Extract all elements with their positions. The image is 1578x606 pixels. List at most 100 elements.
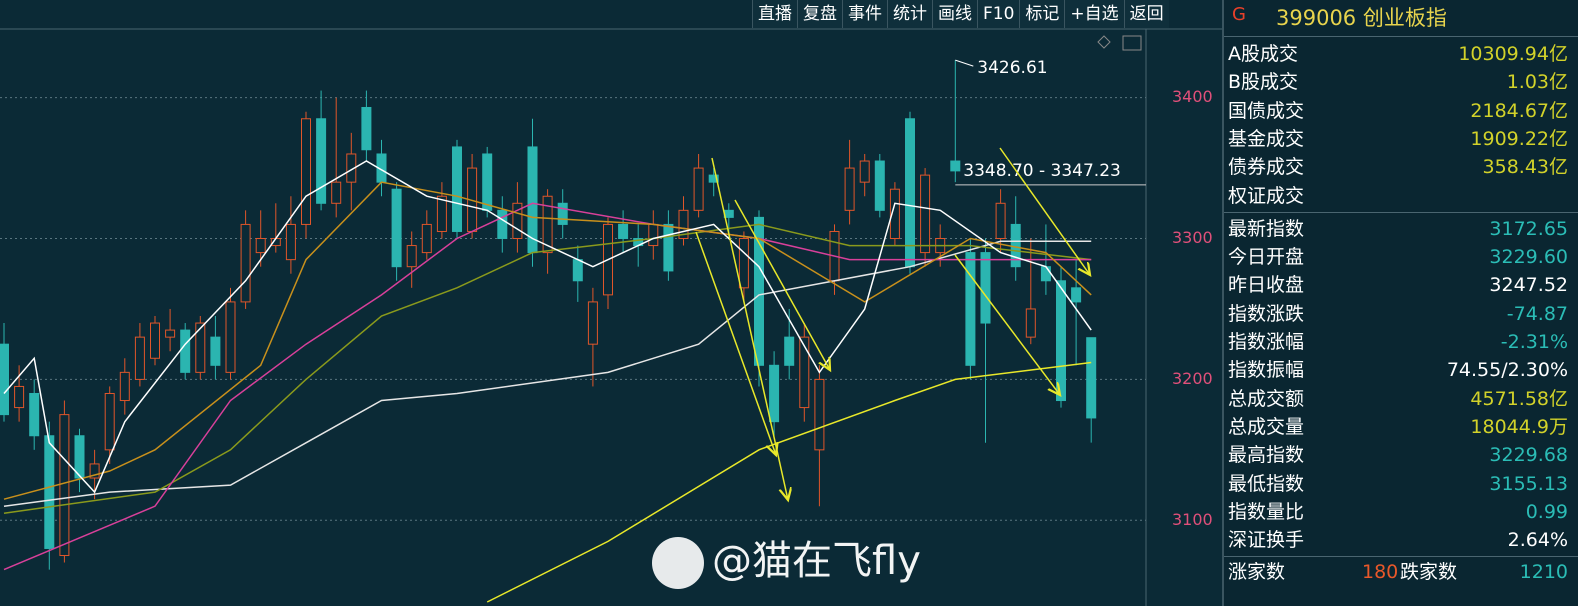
moving-average bbox=[3, 160, 1092, 494]
candle-body bbox=[119, 371, 130, 402]
toolbar-button[interactable]: +自选 bbox=[1064, 0, 1124, 28]
toolbar-button[interactable]: 画线 bbox=[932, 0, 977, 28]
label: 债券成交 bbox=[1228, 156, 1305, 179]
candle-body bbox=[134, 336, 145, 380]
value: 18044.9万 bbox=[1470, 415, 1568, 438]
candle-body bbox=[738, 238, 749, 289]
candle-body bbox=[754, 216, 764, 366]
candle-body bbox=[29, 392, 40, 437]
candle-body bbox=[572, 259, 583, 282]
quote-row: 权证成交 bbox=[1228, 182, 1568, 210]
candle-body bbox=[874, 160, 885, 211]
y-tick-label: 3100 bbox=[1172, 510, 1213, 529]
tool-icon[interactable] bbox=[1122, 35, 1142, 51]
moving-average bbox=[486, 361, 1092, 603]
value: 2.64% bbox=[1507, 529, 1568, 552]
value: 10309.94亿 bbox=[1458, 43, 1568, 65]
candle-body bbox=[482, 153, 493, 211]
candle-body bbox=[784, 336, 795, 366]
candle-body bbox=[678, 209, 689, 240]
value: 74.55/2.30% bbox=[1446, 359, 1568, 382]
label: 总成交额 bbox=[1228, 387, 1305, 410]
separator bbox=[1224, 556, 1578, 558]
candle-body bbox=[150, 322, 160, 359]
watermark-logo bbox=[652, 537, 704, 589]
annotation: 3348.70 - 3347.23 bbox=[963, 161, 1121, 181]
value: -2.31% bbox=[1500, 331, 1568, 353]
value: 3229.60 bbox=[1489, 246, 1568, 269]
candle-body bbox=[104, 392, 115, 451]
value: 2184.67亿 bbox=[1470, 99, 1568, 122]
y-tick-label: 3400 bbox=[1172, 87, 1213, 106]
candle-body bbox=[557, 202, 568, 225]
quote-row: B股成交 1.03亿 bbox=[1228, 68, 1568, 96]
moving-average bbox=[3, 181, 1092, 500]
candle-body bbox=[210, 336, 221, 366]
candle-body bbox=[436, 195, 447, 232]
label: 最新指数 bbox=[1228, 217, 1305, 240]
candle-body bbox=[693, 167, 704, 211]
label: 基金成交 bbox=[1228, 127, 1305, 150]
label: 指数涨跌 bbox=[1228, 302, 1305, 325]
toolbar-button[interactable]: 统计 bbox=[887, 0, 932, 28]
annotation-pointer bbox=[955, 59, 974, 67]
label: 深证换手 bbox=[1228, 529, 1305, 552]
candle-body bbox=[452, 146, 462, 232]
label: 指数涨幅 bbox=[1228, 331, 1305, 353]
value: 358.43亿 bbox=[1482, 156, 1568, 179]
toolbar: 直播 复盘 事件 统计 画线 F10 标记 +自选 返回 bbox=[752, 0, 1169, 28]
candle-body bbox=[1025, 308, 1036, 338]
tool-icon[interactable] bbox=[1097, 35, 1111, 49]
candle-body bbox=[225, 301, 236, 373]
quote-row: 指数振幅 74.55/2.30% bbox=[1228, 356, 1568, 384]
separator bbox=[1224, 36, 1578, 37]
value: 180 bbox=[1362, 561, 1399, 583]
candle-body bbox=[587, 301, 598, 345]
candle-body bbox=[497, 209, 508, 240]
candle-body bbox=[89, 463, 100, 479]
quote-row: 最低指数 3155.13 bbox=[1228, 470, 1568, 498]
label: 跌家数 bbox=[1400, 561, 1458, 583]
quote-row: 国债成交 2184.67亿 bbox=[1228, 97, 1568, 125]
quote-row: 债券成交 358.43亿 bbox=[1228, 153, 1568, 181]
moving-average bbox=[3, 240, 1092, 507]
toolbar-button[interactable]: 返回 bbox=[1123, 0, 1169, 28]
candle-body bbox=[814, 378, 825, 451]
candle-body bbox=[618, 223, 629, 240]
toolbar-button[interactable]: 标记 bbox=[1019, 0, 1065, 28]
candle-body bbox=[406, 245, 417, 268]
candle-body bbox=[1071, 287, 1082, 303]
candle-body bbox=[965, 252, 976, 366]
value: 3247.52 bbox=[1489, 274, 1568, 297]
toolbar-button[interactable]: F10 bbox=[977, 0, 1020, 28]
candle-body bbox=[920, 174, 931, 254]
candle-body bbox=[165, 329, 176, 338]
candle-body bbox=[421, 223, 432, 254]
candle-body bbox=[0, 343, 9, 416]
candle-body bbox=[331, 181, 342, 204]
candle-body bbox=[180, 329, 191, 373]
candle-body bbox=[316, 118, 327, 204]
candle-body bbox=[708, 174, 719, 183]
value: 1909.22亿 bbox=[1470, 127, 1568, 150]
quote-row: 指数涨幅 -2.31% bbox=[1228, 328, 1568, 356]
value: 0.99 bbox=[1525, 500, 1568, 523]
candle-body bbox=[255, 238, 266, 254]
value: 1210 bbox=[1519, 561, 1568, 583]
candle-body bbox=[542, 195, 553, 254]
candle-body bbox=[301, 118, 311, 225]
quote-row: 昨日收盘 3247.52 bbox=[1228, 271, 1568, 299]
chart: 3100 3200 3300 3400 3426.61 3348.70 - 3347.23… bbox=[0, 28, 1222, 606]
toolbar-button[interactable]: 直播 bbox=[752, 0, 797, 28]
quote-row: 总成交额 4571.58亿 bbox=[1228, 385, 1568, 413]
quote-row: 最新指数 3172.65 bbox=[1228, 215, 1568, 243]
label: 指数振幅 bbox=[1228, 359, 1305, 382]
quote-row: 总成交量 18044.9万 bbox=[1228, 413, 1568, 441]
quote-row: 指数量比 0.99 bbox=[1228, 498, 1568, 526]
toolbar-button[interactable]: 事件 bbox=[842, 0, 887, 28]
candle-body bbox=[391, 188, 402, 268]
candle-body bbox=[648, 223, 659, 247]
candle-body bbox=[512, 202, 523, 240]
candle-body bbox=[889, 188, 900, 240]
toolbar-button[interactable]: 复盘 bbox=[797, 0, 842, 28]
